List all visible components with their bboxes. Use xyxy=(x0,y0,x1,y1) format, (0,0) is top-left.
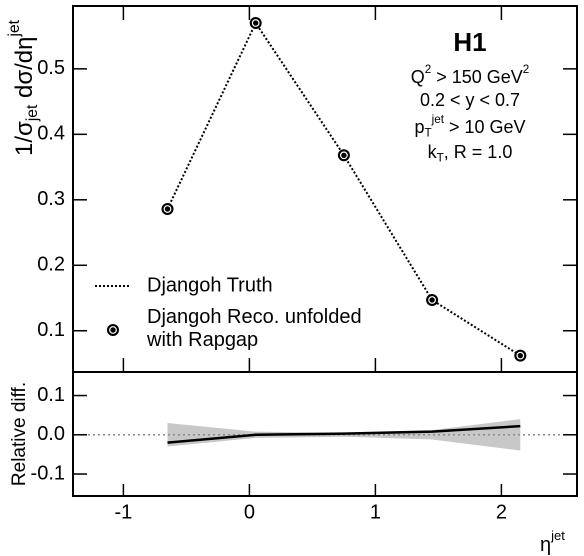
text-part: η xyxy=(540,534,551,556)
x-tick-label: -1 xyxy=(115,501,133,523)
text-part: > 10 GeV xyxy=(444,117,526,137)
text-part: jet xyxy=(24,104,41,122)
y-tick-label: 0.0 xyxy=(37,423,65,445)
annotation: kT, R = 1.0 xyxy=(428,142,513,165)
x-axis-label: ηjet xyxy=(540,528,565,556)
text-part: H1 xyxy=(453,27,486,57)
text-part: jet xyxy=(6,19,23,37)
text-part: T xyxy=(437,151,444,164)
marker-ring xyxy=(428,296,437,304)
frame xyxy=(72,371,578,497)
marker xyxy=(426,293,439,306)
text-part: T xyxy=(424,126,431,139)
marker xyxy=(249,17,262,30)
y-tick-label: 0.1 xyxy=(37,384,65,406)
annotation: 0.2 < y < 0.7 xyxy=(420,90,520,110)
text-part: 0.2 < y < 0.7 xyxy=(420,90,520,110)
text-part: dσ/dη xyxy=(11,36,38,104)
y-tick-label: 0.2 xyxy=(37,254,65,276)
marker xyxy=(514,349,527,362)
experiment-label: H1 xyxy=(453,27,486,57)
text-part: jet xyxy=(431,113,445,126)
text-part: 1/σ xyxy=(11,121,38,156)
y-tick-label: 0.5 xyxy=(37,57,65,79)
x-tick-label: 1 xyxy=(370,501,381,523)
text-part: Q xyxy=(411,67,425,87)
marker xyxy=(337,149,350,162)
annotation: pTjet > 10 GeV xyxy=(414,113,525,139)
legend-marker xyxy=(107,324,119,336)
marker-ring xyxy=(340,151,348,160)
x-tick-label: 2 xyxy=(496,501,507,523)
marker-ring xyxy=(251,19,260,27)
y-tick-label: 0.1 xyxy=(37,319,65,341)
y-axis-label: 1/σjet dσ/dηjet xyxy=(6,19,41,156)
legend-label: Djangoh Reco. unfolded with Rapgap xyxy=(147,306,362,351)
marker xyxy=(161,202,174,215)
text-part: 2 xyxy=(425,63,432,76)
x-tick-label: 0 xyxy=(244,501,255,523)
text-part: > 150 GeV xyxy=(431,67,523,87)
marker-ring xyxy=(516,351,525,360)
legend-marker-ring xyxy=(109,326,117,334)
y-tick-label: -0.1 xyxy=(31,462,65,484)
annotation: Q2 > 150 GeV2 xyxy=(411,63,530,87)
line xyxy=(167,424,521,444)
text-part: Relative diff. xyxy=(9,382,30,486)
text-part: 2 xyxy=(523,63,530,76)
text-part: , R = 1.0 xyxy=(444,142,513,162)
y-tick-label: 0.3 xyxy=(37,188,65,210)
text-part: p xyxy=(414,117,424,137)
marker-ring xyxy=(163,205,172,213)
y-tick-label: 0.4 xyxy=(37,123,65,145)
text-part: k xyxy=(428,142,438,162)
legend-label: Djangoh Truth xyxy=(147,274,273,296)
text-part: jet xyxy=(550,528,565,543)
y-axis-label: Relative diff. xyxy=(9,382,30,486)
